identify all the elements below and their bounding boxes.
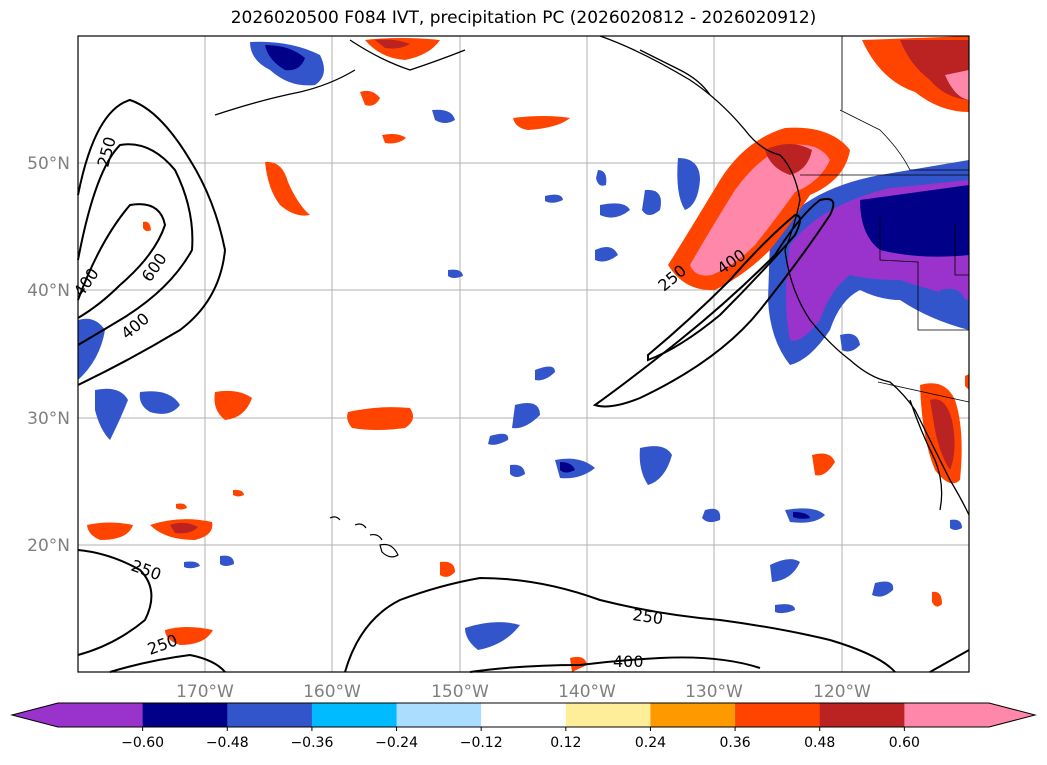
colorbar-tick-label: −0.24 [375,735,418,751]
lon-label-150w: 150°W [431,682,489,702]
colorbar-segment [58,703,144,727]
lon-label-120w: 120°W [813,682,871,702]
lon-label-130w: 130°W [685,682,743,702]
colorbar-segment [904,703,990,727]
colorbar-segment [650,703,736,727]
colorbar-extend-low [12,703,58,727]
colorbar-segment [396,703,482,727]
map-frame [77,35,970,673]
lat-label-50n: 50°N [27,154,70,174]
colorbar-segment [227,703,313,727]
colorbar: −0.60 −0.48 −0.36 −0.24 −0.12 0.12 0.24 0.36 0.4… [10,702,1037,751]
colorbar-tick-label: −0.60 [121,735,164,751]
lon-label-160w: 160°W [303,682,361,702]
colorbar-outline [10,702,1037,728]
hawaii-islands [329,516,399,558]
lat-label-20n: 20°N [27,536,70,556]
colorbar-segment [735,703,821,727]
colorbar-segment [481,703,567,727]
ivt-contours [77,98,970,673]
political-borders [800,36,970,403]
contour-label: 400 [613,652,644,671]
colorbar-tick-label: 0.60 [889,735,920,751]
colorbar-tick-label: 0.12 [550,735,581,751]
lon-label-140w: 140°W [558,682,616,702]
map-title: 2026020500 F084 IVT, precipitation PC (2… [230,8,817,28]
colorbar-segment [565,703,651,727]
latitude-labels: 50°N 40°N 30°N 20°N [27,154,70,556]
colorbar-ticks: −0.60 −0.48 −0.36 −0.24 −0.12 0.12 0.24 0.36 0.4… [121,727,920,751]
colorbar-tick-label: 0.24 [635,735,666,751]
colorbar-segments [58,703,990,727]
lon-label-170w: 170°W [176,682,234,702]
positive-anomaly-field [87,36,969,672]
colorbar-tick-label: −0.12 [460,735,503,751]
colorbar-tick-label: 0.36 [720,735,751,751]
colorbar-segment [142,703,228,727]
map-panel: 250 400 600 400 250 400 250 250 250 400 [70,35,970,673]
coastlines [214,35,970,516]
lat-label-40n: 40°N [27,281,70,301]
contour-label: 250 [631,605,664,628]
colorbar-tick-label: −0.48 [206,735,249,751]
colorbar-segment [819,703,905,727]
map-background [78,36,969,672]
lat-label-30n: 30°N [27,409,70,429]
longitude-labels: 170°W 160°W 150°W 140°W 130°W 120°W [176,682,871,702]
colorbar-extend-high [989,703,1035,727]
colorbar-tick-label: −0.36 [290,735,333,751]
colorbar-tick-label: 0.48 [804,735,835,751]
colorbar-segment [311,703,398,727]
negative-anomaly-field [78,41,969,650]
